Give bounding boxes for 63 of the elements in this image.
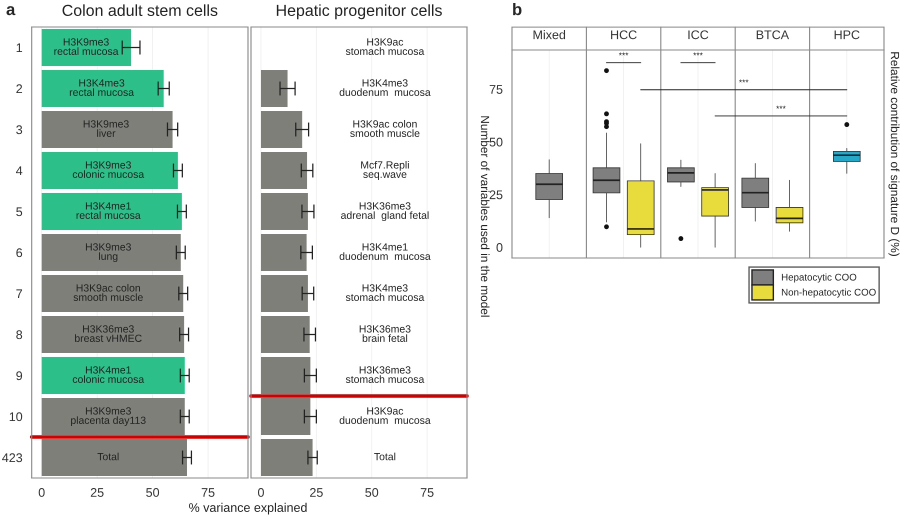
y-tick-label: 50 — [490, 138, 502, 147]
y-tick-label: 75 — [490, 85, 502, 94]
y-tick-label: 6 — [16, 248, 22, 258]
x-tick-label: 25 — [310, 488, 323, 497]
annotation: H3K9ac colon smooth muscle — [350, 120, 420, 137]
annotation: H3K4me1 colonic mucosa — [72, 366, 144, 383]
x-tick-label: HCC — [611, 30, 637, 40]
annotation: H3K9me3 placenta day113 — [71, 407, 146, 426]
y-tick-label: 423 — [2, 453, 22, 462]
annotation: H3K9ac stomach mucosa — [346, 38, 424, 55]
annotation: *** — [776, 106, 786, 109]
annotation: Total — [374, 452, 396, 460]
x-axis-title: % variance explained — [189, 502, 307, 514]
y-tick-label: 3 — [16, 125, 22, 134]
annotation: H3K4me3 rectal mucosa — [70, 79, 134, 96]
x-tick-label: Mixed — [534, 30, 566, 40]
y-tick-label: 7 — [16, 289, 22, 298]
legend-label: Non-hepatocytic COO — [782, 288, 876, 298]
annotation: H3K4me1 duodenum mucosa — [340, 243, 431, 260]
legend-label: Hepatocytic COO — [782, 273, 856, 283]
annotation: H3K36me3 brain fetal — [360, 325, 411, 342]
annotation: Total — [97, 452, 119, 460]
annotation: H3K9me3 liver — [84, 120, 129, 137]
annotation: H3K4me3 duodenum mucosa — [340, 79, 431, 96]
y-tick-label: 2 — [16, 84, 22, 94]
annotation: Mcf7.Repli seq.wave — [361, 160, 409, 180]
y-tick-label: 25 — [490, 190, 502, 200]
y-tick-label: 10 — [10, 412, 22, 422]
x-tick-label: 0 — [38, 488, 45, 497]
x-tick-label: 50 — [365, 488, 378, 497]
annotation: H3K36me3 breast vHMEC — [75, 325, 142, 342]
x-tick-label: 25 — [90, 488, 104, 497]
annotation: H3K9ac duodenum mucosa — [340, 407, 431, 424]
x-tick-label: HPC — [834, 30, 860, 40]
x-tick-label: BTCA — [756, 30, 790, 40]
y-tick-label: 5 — [16, 207, 22, 216]
annotation: H3K36me3 adrenal gland fetal — [341, 202, 429, 222]
chart-title: Hepatic progenitor cells — [276, 4, 442, 20]
text: a — [6, 6, 16, 16]
y-tick-label: 4 — [16, 166, 22, 176]
annotation: *** — [618, 52, 628, 56]
annotation: *** — [693, 52, 703, 56]
x-tick-label: 75 — [420, 488, 434, 497]
annotation: H3K9ac colon smooth muscle — [74, 284, 143, 301]
x-tick-label: 0 — [258, 488, 264, 497]
y-axis-title: Number of variables used in the model — [480, 116, 490, 317]
chart-title: Colon adult stem cells — [62, 4, 218, 16]
y-tick-label: 9 — [16, 371, 22, 380]
annotation: H3K9me3 rectal mucosa — [54, 38, 118, 55]
y-tick-label: 1 — [16, 43, 22, 52]
x-tick-label: 75 — [202, 488, 214, 497]
y-tick-label: 0 — [496, 243, 502, 252]
y2-axis-title: Relative contribution of signature D (%) — [888, 52, 900, 256]
y-tick-label: 8 — [16, 330, 22, 340]
annotation: H3K36me3 stomach mucosa — [346, 366, 424, 383]
x-tick-label: 50 — [146, 488, 160, 497]
annotation: *** — [739, 79, 748, 82]
x-tick-label: ICC — [688, 30, 708, 40]
annotation: H3K4me3 stomach mucosa — [346, 284, 424, 301]
annotation: H3K4me1 rectal mucosa — [76, 202, 141, 219]
annotation: H3K9me3 lung — [86, 243, 131, 262]
text: b — [513, 3, 522, 16]
annotation: H3K9me3 colonic mucosa — [72, 161, 144, 178]
